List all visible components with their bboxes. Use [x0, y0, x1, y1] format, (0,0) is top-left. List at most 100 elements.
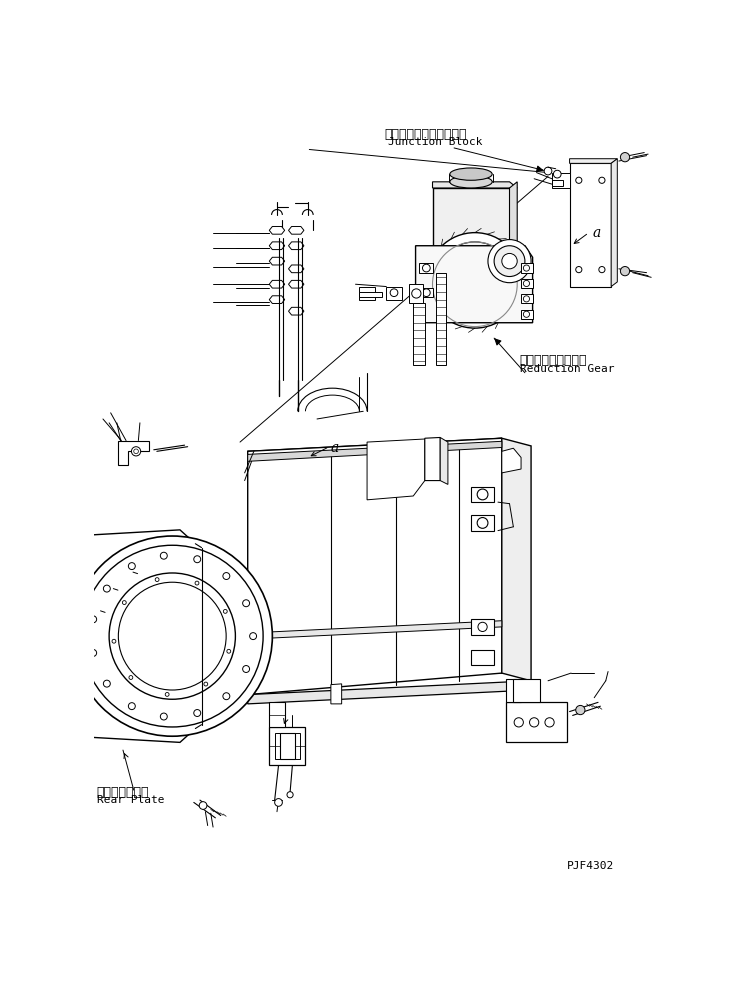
Polygon shape: [289, 242, 304, 249]
Circle shape: [204, 682, 208, 686]
Circle shape: [160, 552, 168, 559]
Circle shape: [553, 170, 561, 178]
Circle shape: [165, 692, 169, 696]
Polygon shape: [471, 515, 494, 531]
Circle shape: [477, 489, 488, 499]
Polygon shape: [413, 304, 425, 365]
Circle shape: [118, 583, 226, 690]
Circle shape: [160, 713, 168, 720]
Circle shape: [90, 616, 96, 623]
Circle shape: [478, 622, 487, 632]
Text: Rear Plate: Rear Plate: [97, 795, 165, 805]
Polygon shape: [521, 279, 533, 288]
Polygon shape: [269, 242, 284, 249]
Circle shape: [467, 273, 483, 288]
Circle shape: [195, 582, 199, 585]
Circle shape: [523, 312, 529, 317]
Polygon shape: [612, 158, 617, 287]
Text: a: a: [331, 440, 339, 455]
Circle shape: [123, 600, 126, 604]
Polygon shape: [432, 188, 509, 253]
Circle shape: [194, 709, 201, 716]
Circle shape: [112, 639, 116, 643]
Text: PJF4302: PJF4302: [567, 861, 614, 871]
Text: ジャンクションブロック: ジャンクションブロック: [385, 128, 467, 140]
Polygon shape: [506, 702, 567, 743]
Polygon shape: [521, 263, 533, 273]
Polygon shape: [248, 680, 531, 704]
Polygon shape: [437, 273, 446, 365]
Circle shape: [104, 585, 110, 592]
Text: Junction Block: Junction Block: [388, 137, 482, 147]
Polygon shape: [471, 619, 494, 635]
Circle shape: [437, 242, 513, 318]
Polygon shape: [521, 295, 533, 304]
Circle shape: [132, 447, 140, 456]
Circle shape: [576, 705, 585, 715]
Polygon shape: [248, 438, 502, 694]
Circle shape: [523, 280, 529, 287]
Polygon shape: [552, 172, 570, 188]
Circle shape: [129, 675, 133, 679]
Circle shape: [223, 609, 227, 613]
Circle shape: [620, 266, 630, 276]
Circle shape: [223, 573, 230, 580]
Circle shape: [599, 266, 605, 273]
Polygon shape: [513, 679, 540, 702]
Polygon shape: [570, 158, 617, 163]
Circle shape: [243, 666, 250, 673]
Circle shape: [82, 545, 263, 727]
Circle shape: [477, 517, 488, 528]
Circle shape: [390, 289, 398, 297]
Polygon shape: [275, 733, 300, 760]
Circle shape: [129, 563, 135, 570]
Text: リヤープレート: リヤープレート: [97, 785, 149, 798]
Polygon shape: [289, 265, 304, 273]
Polygon shape: [415, 245, 533, 322]
Polygon shape: [367, 439, 425, 499]
Circle shape: [412, 289, 421, 298]
Circle shape: [529, 718, 539, 727]
Polygon shape: [359, 287, 375, 300]
Polygon shape: [248, 438, 502, 458]
Polygon shape: [289, 308, 304, 315]
Ellipse shape: [450, 168, 492, 180]
Circle shape: [194, 556, 201, 563]
Circle shape: [227, 650, 231, 653]
Polygon shape: [269, 280, 284, 288]
Circle shape: [134, 449, 138, 454]
Polygon shape: [502, 448, 521, 473]
Circle shape: [523, 265, 529, 271]
Circle shape: [545, 718, 554, 727]
Circle shape: [423, 289, 430, 297]
Text: a: a: [592, 226, 601, 240]
Circle shape: [620, 152, 630, 162]
Polygon shape: [440, 437, 448, 485]
Polygon shape: [552, 180, 564, 187]
Circle shape: [250, 633, 257, 640]
Circle shape: [576, 177, 582, 183]
Circle shape: [427, 232, 523, 328]
Circle shape: [502, 253, 517, 269]
Circle shape: [576, 266, 582, 273]
Polygon shape: [269, 226, 284, 234]
Text: Reduction Gear: Reduction Gear: [520, 364, 614, 374]
Circle shape: [104, 680, 110, 687]
Circle shape: [599, 177, 605, 183]
Polygon shape: [269, 727, 306, 765]
Circle shape: [129, 702, 135, 709]
Circle shape: [275, 798, 282, 806]
Polygon shape: [570, 163, 612, 287]
Circle shape: [90, 650, 96, 657]
Circle shape: [155, 578, 159, 582]
Polygon shape: [420, 263, 432, 273]
Polygon shape: [248, 621, 502, 639]
Polygon shape: [420, 288, 432, 298]
Polygon shape: [60, 530, 196, 743]
Ellipse shape: [450, 176, 492, 188]
Circle shape: [223, 692, 230, 699]
Polygon shape: [506, 679, 521, 702]
Polygon shape: [471, 650, 494, 666]
Circle shape: [514, 718, 523, 727]
Polygon shape: [118, 440, 149, 465]
